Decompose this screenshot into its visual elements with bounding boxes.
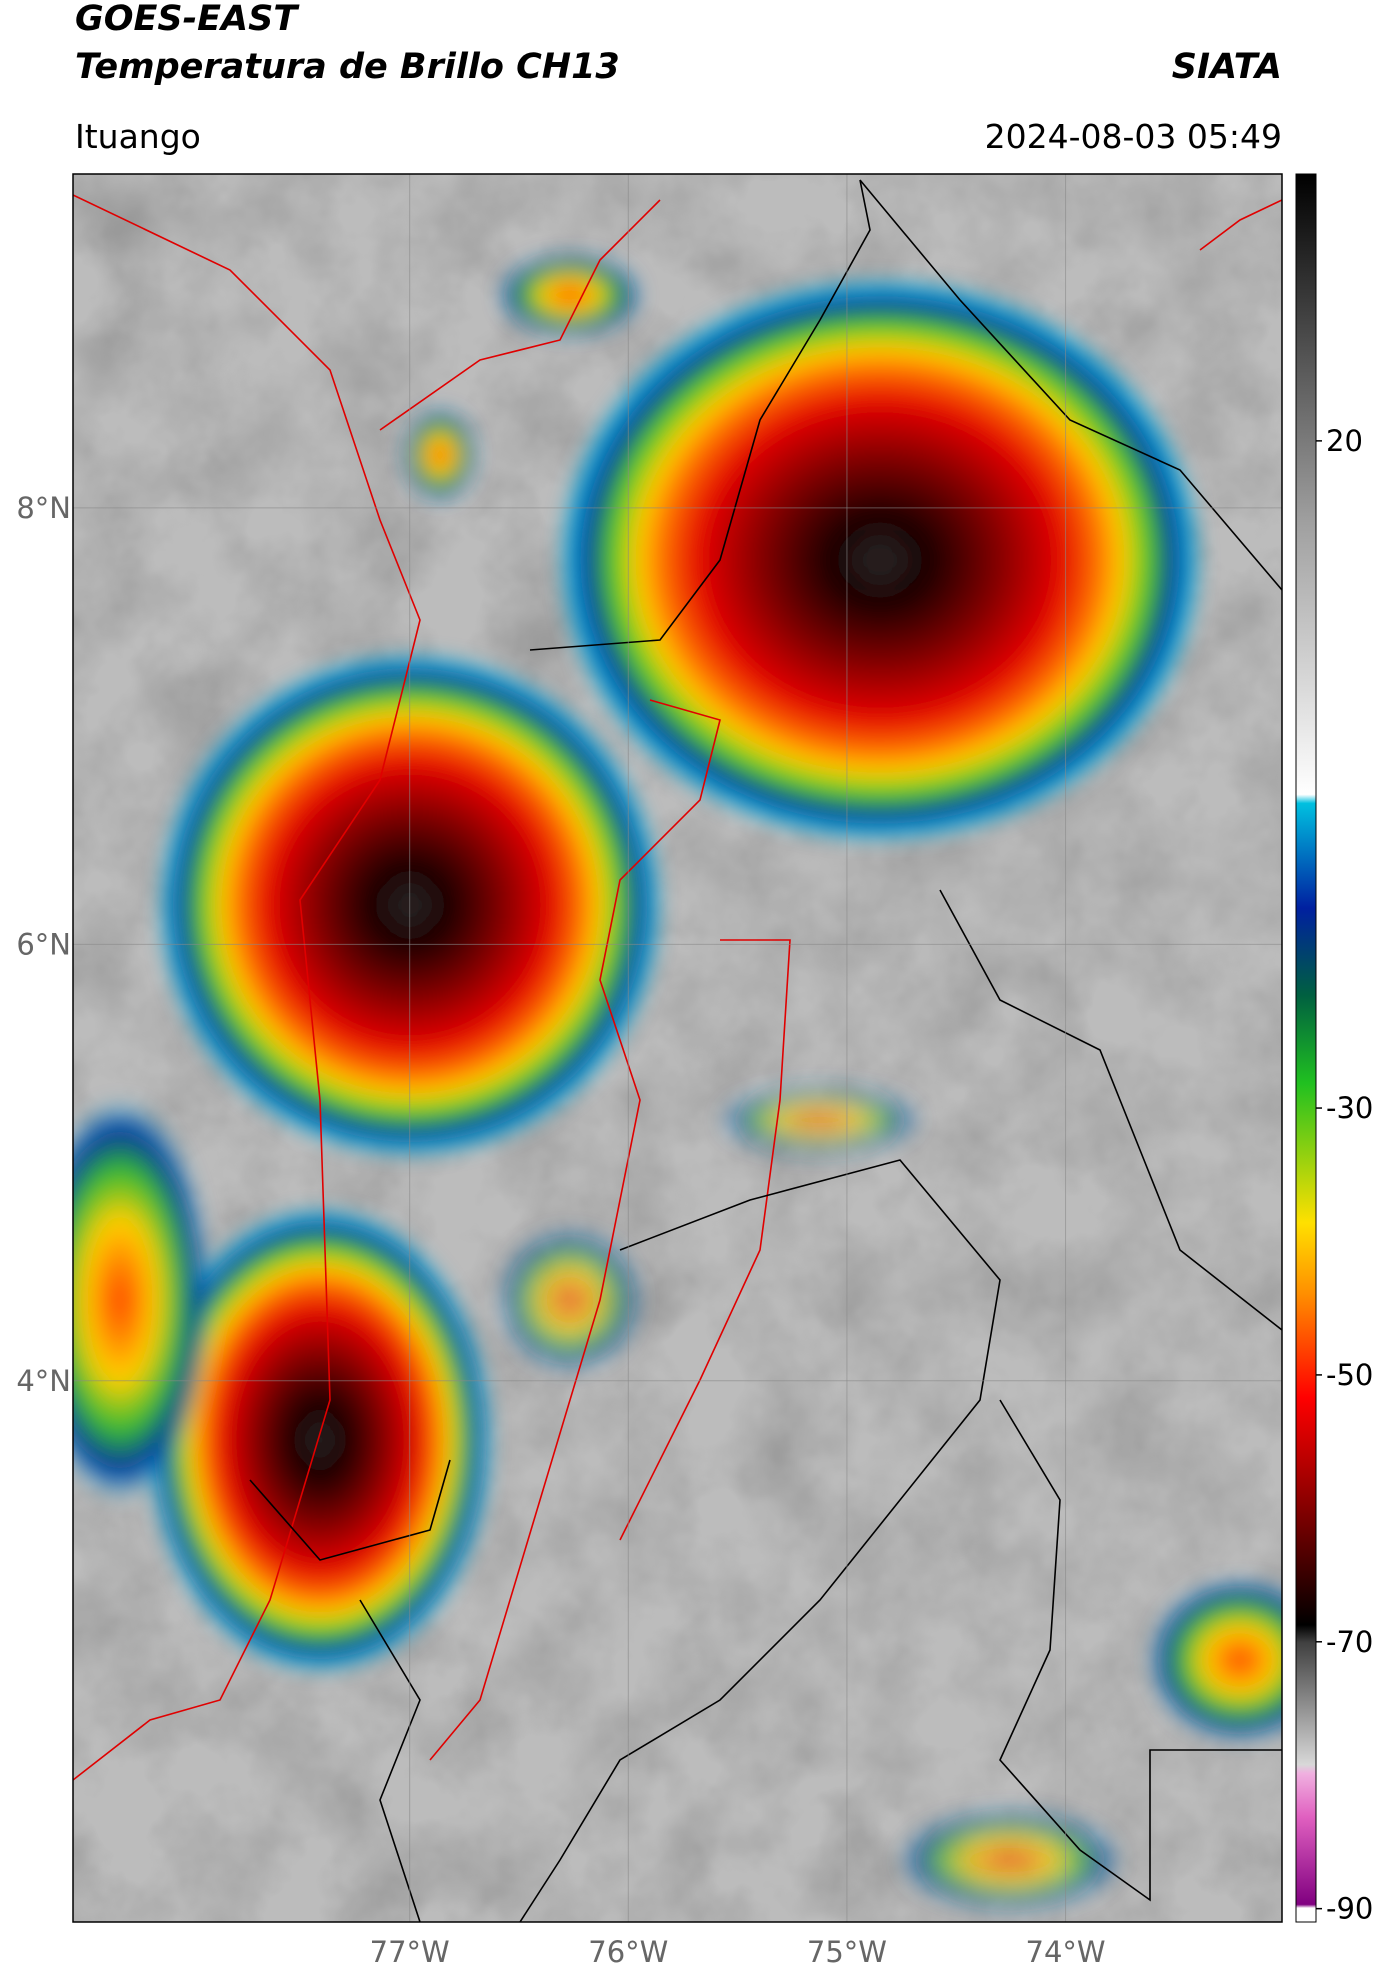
- subtitle: Temperatura de Brillo CH13: [75, 47, 620, 87]
- map-frame: [72, 173, 1283, 1923]
- lon-label: 74°W: [1026, 1935, 1106, 1969]
- lon-label: 75°W: [807, 1935, 887, 1969]
- location: Ituango: [75, 117, 201, 156]
- satellite-image: [73, 174, 1282, 1922]
- graticule: [73, 174, 1282, 1922]
- lat-label: 6°N: [16, 927, 71, 961]
- lat-label: 4°N: [16, 1364, 71, 1398]
- colorbar-label: -90: [1326, 1892, 1373, 1926]
- colorbar-label: 20: [1326, 424, 1363, 458]
- colorbar-label: -50: [1326, 1358, 1373, 1392]
- lat-label: 8°N: [16, 491, 71, 525]
- datetime: 2024-08-03 05:49: [985, 117, 1282, 156]
- lon-label: 77°W: [370, 1935, 450, 1969]
- lon-label: 76°W: [588, 1935, 668, 1969]
- borders: [73, 179, 1282, 1922]
- colorbar-label: -70: [1326, 1625, 1373, 1659]
- colorbar-label: -30: [1326, 1091, 1373, 1125]
- title: GOES-EAST: [75, 0, 300, 39]
- colorbar: [1295, 173, 1317, 1923]
- source: SIATA: [1172, 47, 1282, 87]
